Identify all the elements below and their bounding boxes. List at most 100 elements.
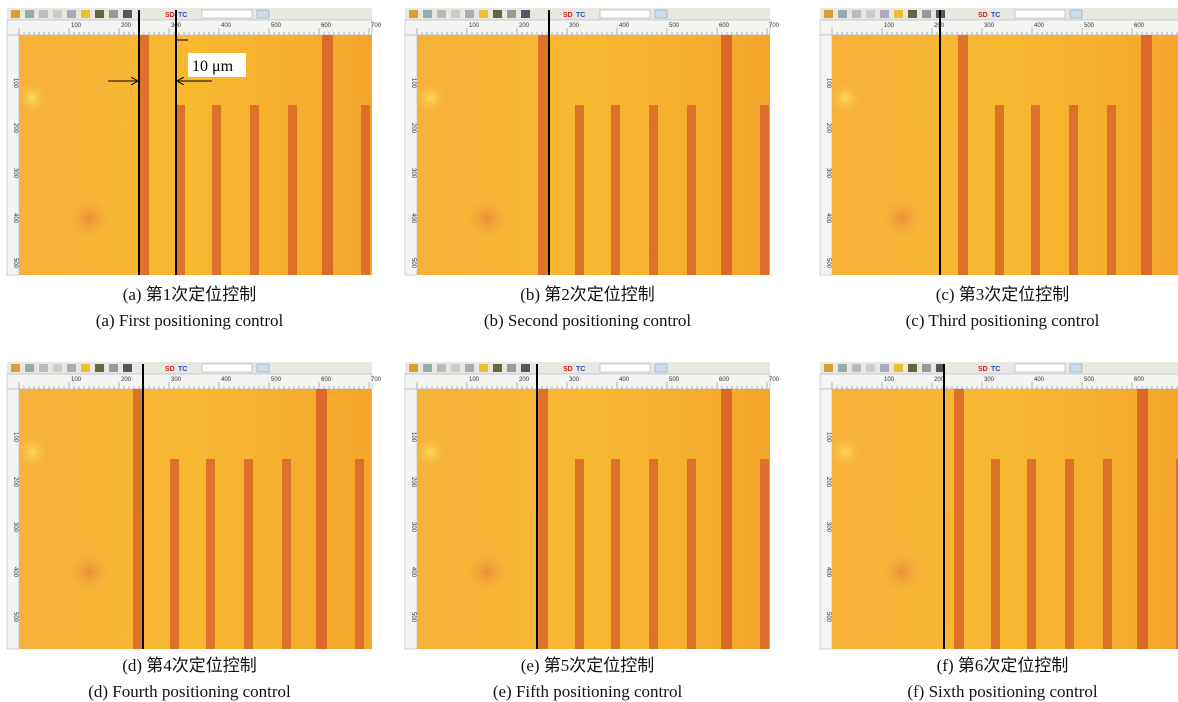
finger [1031, 105, 1040, 275]
electrode [538, 35, 548, 275]
ruler-label: 100 [469, 377, 480, 383]
ruler-label: 100 [825, 432, 831, 443]
ruler-label: 600 [1134, 23, 1145, 29]
toolbar-text: TC [178, 12, 187, 19]
finger [611, 105, 620, 275]
ruler-label: 200 [519, 377, 530, 383]
spot [69, 198, 109, 238]
caption-en: (f) Sixth positioning control [907, 682, 1098, 701]
ruler-label: 100 [71, 377, 82, 383]
toolbar-icon [437, 364, 446, 372]
toolbar-text: TC [178, 366, 187, 373]
toolbar-field [599, 363, 651, 373]
annotation: 10 μm [192, 58, 234, 75]
toolbar-icon [824, 364, 833, 372]
toolbar-icon [409, 10, 418, 18]
ruler-label: 500 [410, 612, 416, 623]
ruler-left [6, 34, 20, 276]
toolbar-icon [123, 364, 132, 372]
finger [611, 459, 620, 649]
ruler-left [6, 388, 20, 650]
spot [17, 83, 47, 113]
toolbar-icon [465, 364, 474, 372]
background [832, 35, 1178, 275]
ruler-label: 400 [12, 567, 18, 578]
finger [250, 105, 259, 275]
toolbar-icon [838, 364, 847, 372]
ruler-label: 700 [371, 23, 382, 29]
micrograph [830, 35, 1178, 275]
ruler-label: 400 [825, 213, 831, 224]
toolbar-icon [908, 10, 917, 18]
electrode [322, 35, 333, 275]
finger [649, 105, 658, 275]
ruler-label: 400 [410, 567, 416, 578]
ruler-label: 400 [825, 567, 831, 578]
toolbar-icon [493, 364, 502, 372]
electrode [954, 389, 964, 649]
toolbar-icon [67, 364, 76, 372]
background [832, 389, 1178, 649]
toolbar-icon [39, 364, 48, 372]
toolbar-icon [53, 10, 62, 18]
ruler-label: 200 [825, 477, 831, 488]
electrode [1137, 389, 1148, 649]
background [417, 35, 770, 275]
toolbar-icon [936, 364, 945, 372]
ruler-left [404, 34, 418, 276]
ruler-label: 100 [12, 432, 18, 443]
toolbar-icon [11, 10, 20, 18]
ruler-left [819, 34, 833, 276]
toolbar-field [654, 9, 668, 19]
toolbar-icon [852, 364, 861, 372]
ruler-top [6, 19, 373, 36]
toolbar-icon [922, 10, 931, 18]
toolbar-icon [53, 364, 62, 372]
ruler-label: 200 [121, 23, 132, 29]
ruler-label: 200 [121, 377, 132, 383]
toolbar-field [201, 363, 253, 373]
finger [991, 459, 1000, 649]
finger [687, 459, 696, 649]
ruler-label: 300 [410, 522, 416, 533]
toolbar-text: TC [991, 12, 1000, 19]
ruler-label: 100 [884, 23, 895, 29]
toolbar-icon [824, 10, 833, 18]
toolbar-field [256, 363, 270, 373]
ruler-label: 400 [12, 213, 18, 224]
toolbar-icon [39, 10, 48, 18]
ruler-label: 400 [619, 23, 630, 29]
spot [17, 437, 47, 467]
finger [1176, 459, 1178, 649]
electrode [1141, 35, 1152, 275]
toolbar-text: SD [978, 12, 988, 19]
toolbar-icon [437, 10, 446, 18]
background [417, 389, 770, 649]
ruler-label: 300 [12, 168, 18, 179]
ruler-label: 600 [719, 377, 730, 383]
spot [69, 552, 109, 592]
micrograph [415, 389, 770, 649]
ruler-label: 500 [669, 377, 680, 383]
electrode [721, 35, 732, 275]
toolbar-icon [866, 364, 875, 372]
ruler-label: 500 [825, 612, 831, 623]
toolbar-text: SD [165, 366, 175, 373]
toolbar-icon [11, 364, 20, 372]
ruler-label: 400 [619, 377, 630, 383]
ruler-label: 500 [271, 23, 282, 29]
toolbar-icon [423, 10, 432, 18]
ruler-label: 200 [410, 123, 416, 134]
toolbar-field [599, 9, 651, 19]
panel: SDTC100200300400500600700100200300400500… [6, 8, 382, 276]
ruler-label: 100 [410, 432, 416, 443]
finger [1027, 459, 1036, 649]
finger [1103, 459, 1112, 649]
ruler-label: 200 [934, 377, 945, 383]
toolbar-field [201, 9, 253, 19]
toolbar-icon [81, 364, 90, 372]
